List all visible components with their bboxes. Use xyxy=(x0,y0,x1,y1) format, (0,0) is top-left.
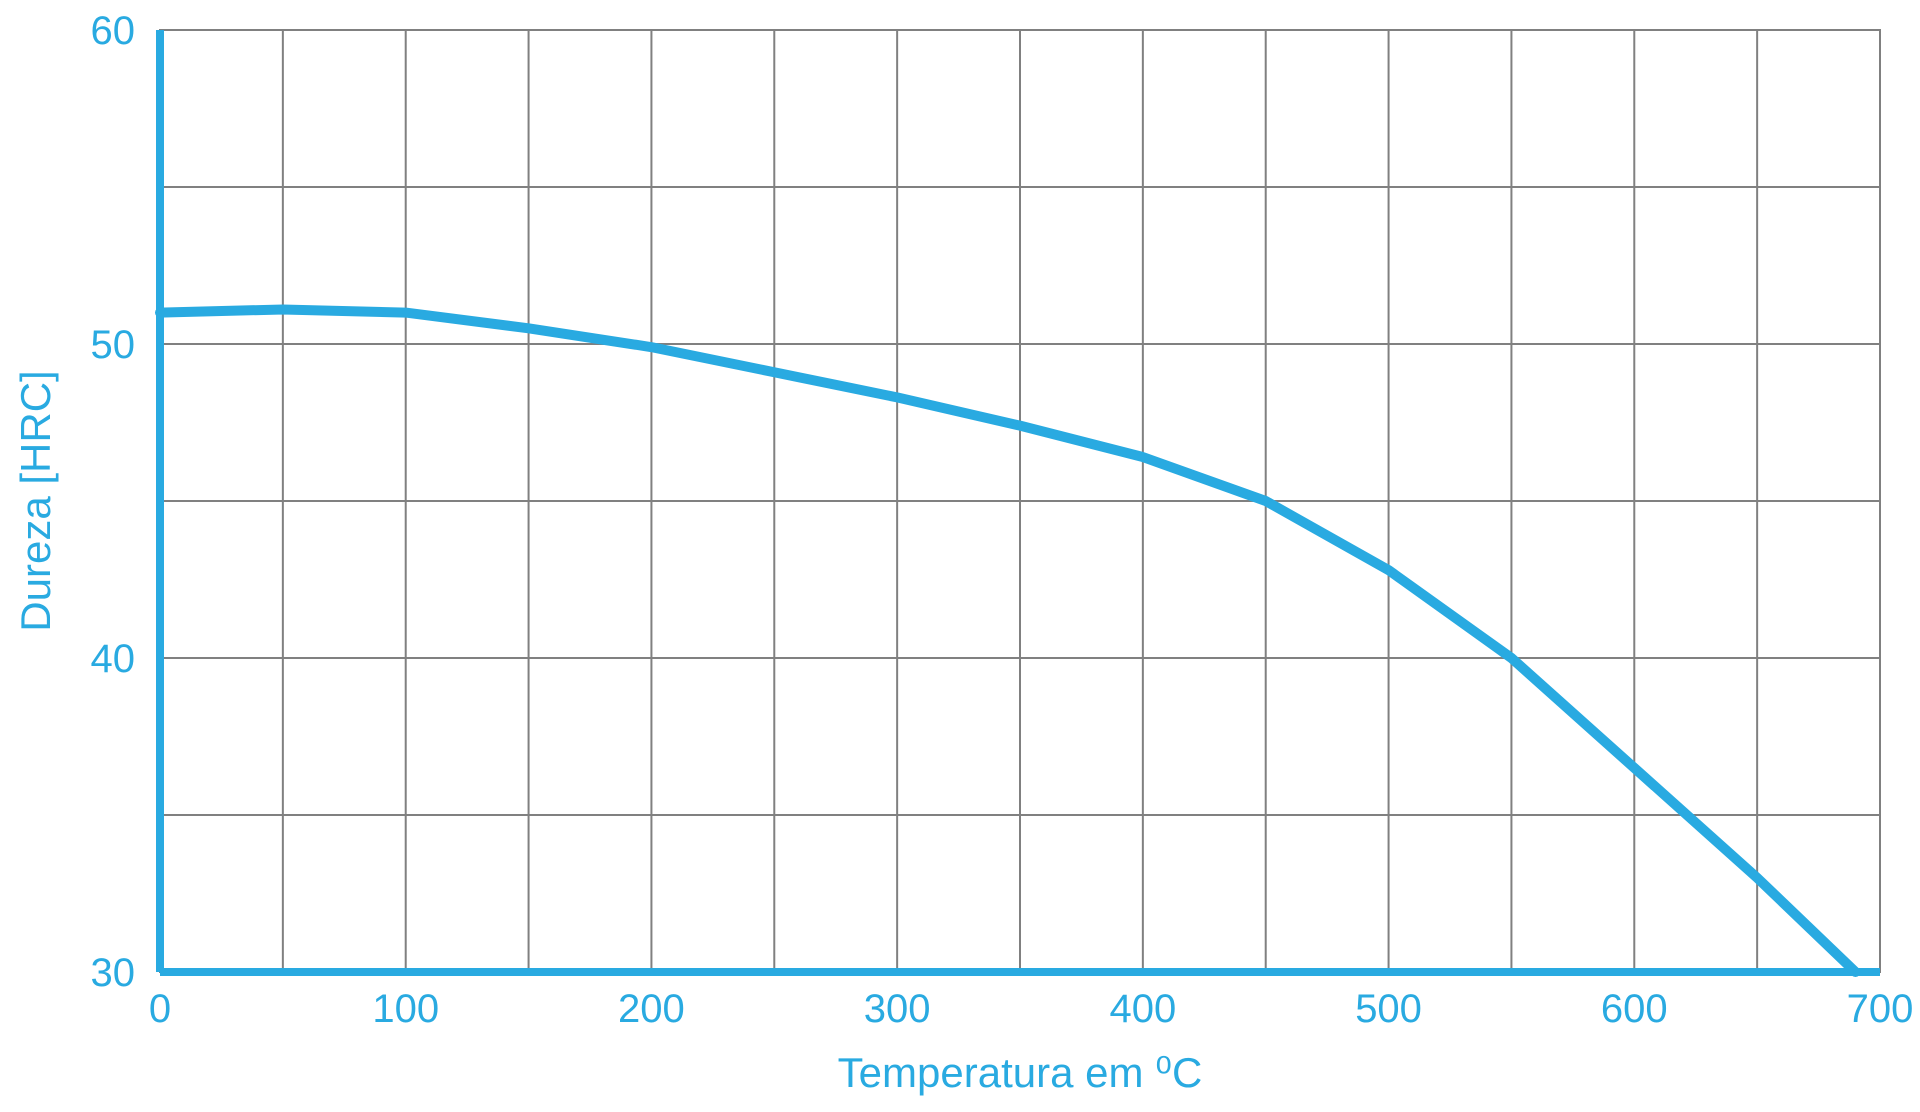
x-tick-label: 600 xyxy=(1601,987,1668,1031)
y-tick-label: 60 xyxy=(91,9,136,53)
y-axis-label: Dureza [HRC] xyxy=(12,370,59,631)
x-axis-label: Temperatura em ⁰C xyxy=(838,1049,1203,1096)
y-tick-label: 50 xyxy=(91,323,136,367)
chart-svg: 0 100 200 300 400 500 600 700 30 40 50 60 Temperatur… xyxy=(0,0,1920,1112)
x-tick-label: 300 xyxy=(864,987,931,1031)
y-tick-label: 30 xyxy=(91,951,136,995)
x-tick-label: 100 xyxy=(372,987,439,1031)
hardness-chart: 0 100 200 300 400 500 600 700 30 40 50 60 Temperatur… xyxy=(0,0,1920,1112)
x-tick-label: 200 xyxy=(618,987,685,1031)
y-tick-label: 40 xyxy=(91,637,136,681)
x-tick-label: 500 xyxy=(1355,987,1422,1031)
x-tick-label: 0 xyxy=(149,987,171,1031)
x-tick-label: 400 xyxy=(1109,987,1176,1031)
x-tick-label: 700 xyxy=(1847,987,1914,1031)
